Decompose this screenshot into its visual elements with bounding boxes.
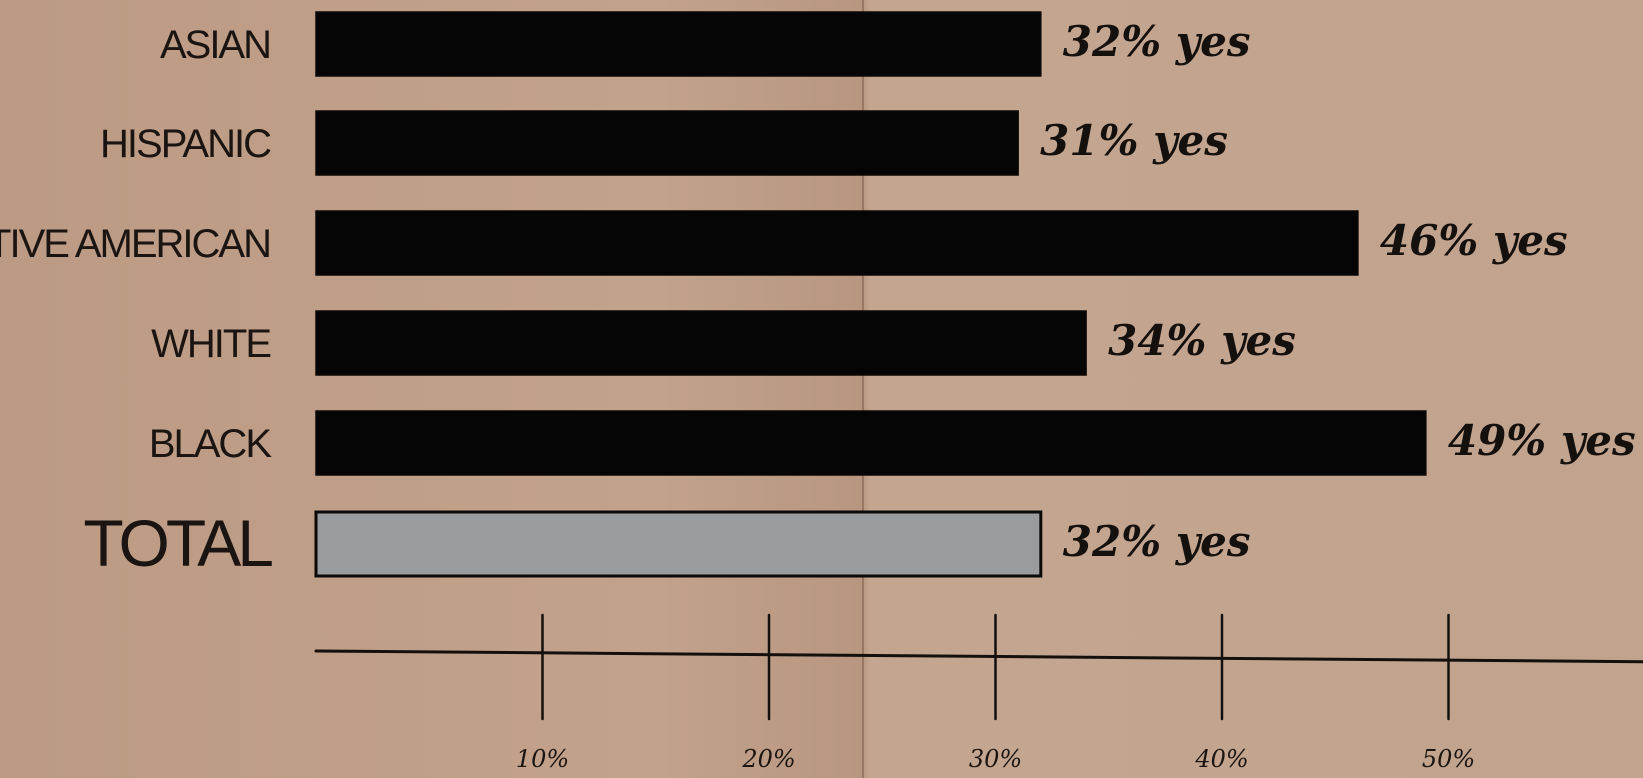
bar-white [315,310,1087,376]
x-tick-label-30: 30% [969,745,1022,773]
bar-hispanic [315,110,1019,176]
x-tick-label-40: 40% [1194,745,1248,773]
category-label-hispanic: HISPANIC [100,122,271,166]
x-axis-line [314,649,1643,664]
bar-black [315,410,1427,476]
bar-asian [315,11,1042,77]
bar-native-american [315,210,1359,276]
value-label-total: 32% yes [1063,517,1251,566]
value-label-hispanic: 31% yes [1040,116,1228,165]
x-tick-label-20: 20% [741,745,795,773]
paper-fold [862,0,864,778]
value-label-white: 34% yes [1108,316,1296,365]
category-label-native-american: NATIVE AMERICAN [0,222,270,266]
category-label-black: BLACK [149,422,272,466]
value-label-black: 49% yes [1448,416,1636,465]
x-tick-label-50: 50% [1422,745,1475,773]
value-label-native-american: 46% yes [1380,216,1568,265]
bar-total [314,510,1043,578]
category-label-asian: ASIAN [160,23,270,67]
category-label-total: TOTAL [83,506,272,580]
value-label-asian: 32% yes [1063,17,1251,66]
category-label-white: WHITE [151,322,270,366]
x-tick-label-10: 10% [516,745,569,773]
